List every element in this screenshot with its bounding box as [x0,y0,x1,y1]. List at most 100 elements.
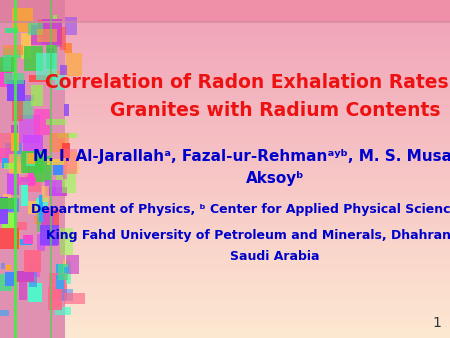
Bar [0,100,450,103]
Bar [64,267,69,273]
Bar [55,30,62,47]
Bar [0,251,450,254]
Bar [21,33,31,58]
Bar [0,31,450,34]
Bar [0,278,450,281]
Bar [0,6,450,8]
Bar [47,48,54,68]
Bar [0,166,450,169]
Bar [0,193,450,196]
Bar [0,217,450,220]
Bar [0,198,18,212]
Bar [0,48,450,51]
Bar [0,85,450,88]
Bar [0,180,450,183]
Bar [66,262,71,284]
Bar [37,235,45,251]
Bar [0,65,450,68]
Bar [0,274,450,277]
Bar [11,125,18,148]
Text: M. I. Al-Jarallahᵃ, Fazal-ur-Rehmanᵃʸᵇ, M. S. Musazayᵃ, A.: M. I. Al-Jarallahᵃ, Fazal-ur-Rehmanᵃʸᵇ, … [33,148,450,164]
Bar [0,327,450,330]
Bar [0,77,450,79]
Bar [0,203,12,211]
Bar [0,94,450,96]
Bar [37,29,57,42]
Bar [45,119,66,125]
Bar [24,250,41,272]
Bar [0,165,450,167]
Bar [0,122,450,125]
Bar [42,186,50,202]
Bar [0,225,450,228]
Bar [0,16,450,19]
Text: 1: 1 [432,316,441,330]
Bar [0,173,450,176]
Bar [12,8,33,32]
Bar [0,36,450,39]
Bar [4,163,14,169]
Bar [0,283,450,286]
Bar [0,127,450,130]
Bar [0,23,450,25]
Bar [54,308,71,315]
Bar [0,116,450,118]
Bar [0,13,450,15]
Bar [0,197,8,224]
Bar [27,153,35,164]
Bar [0,210,450,213]
Bar [16,99,32,119]
Bar [0,325,450,328]
Bar [0,241,450,243]
Bar [0,330,450,333]
Bar [0,317,450,319]
Bar [0,138,450,140]
Bar [0,320,450,323]
Bar [64,104,69,116]
Bar [64,293,85,304]
Bar [0,224,450,226]
Bar [0,215,450,218]
Bar [17,239,32,245]
Bar [62,143,70,158]
Bar [1,263,5,269]
Bar [0,200,450,203]
Bar [0,322,450,324]
Bar [14,231,20,248]
Bar [0,82,450,84]
Bar [0,19,450,22]
Bar [0,219,450,221]
Bar [0,228,19,249]
Text: Department of Physics, ᵇ Center for Applied Physical Sciences (CAPS): Department of Physics, ᵇ Center for Appl… [31,203,450,217]
Bar [0,136,450,139]
Bar [0,133,16,160]
Bar [0,80,450,83]
Bar [49,134,69,152]
Bar [0,198,450,201]
Bar [0,310,450,313]
Bar [0,249,450,252]
Bar [0,212,450,215]
Bar [0,40,450,42]
Bar [0,60,450,63]
Bar [23,135,43,159]
Bar [0,185,450,188]
Bar [0,148,13,163]
Bar [0,296,450,299]
Bar [0,285,450,287]
Bar [0,303,450,306]
Bar [4,28,18,33]
Bar [0,231,450,233]
Text: Aksoyᵇ: Aksoyᵇ [246,170,304,186]
Bar [0,195,450,198]
Bar [0,246,450,248]
Bar [0,192,450,194]
Bar [0,335,450,338]
Bar [0,176,450,179]
Text: King Fahd University of Petroleum and Minerals, Dhahran 31261,: King Fahd University of Petroleum and Mi… [46,228,450,241]
Bar [6,222,27,230]
Bar [0,161,450,164]
Bar [15,176,36,185]
Bar [29,261,37,287]
Bar [0,107,450,110]
